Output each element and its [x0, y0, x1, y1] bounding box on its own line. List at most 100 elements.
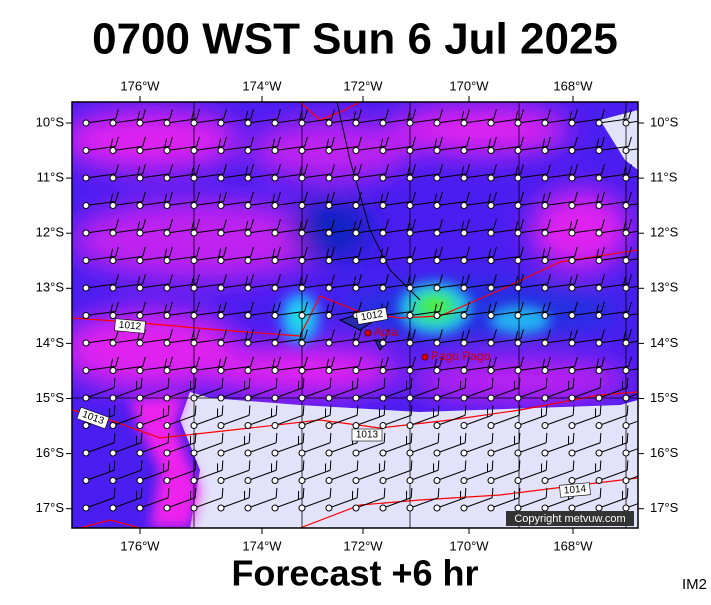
station: [433, 367, 441, 374]
wind-barb: [352, 274, 389, 292]
barb-flag: [140, 460, 143, 471]
wind-barb: [163, 329, 200, 347]
barb-shaft: [112, 145, 143, 151]
station: [622, 257, 630, 264]
station: [379, 174, 387, 182]
barb-flag: [547, 191, 551, 202]
wind-barb: [379, 246, 416, 264]
barb-flag: [518, 432, 521, 443]
barb-shaft: [517, 173, 548, 179]
wind-barb: [136, 109, 173, 127]
barb-shaft: [220, 200, 251, 206]
barb-flag: [137, 221, 141, 230]
barb-flag: [594, 408, 597, 417]
barb-shaft: [409, 442, 439, 454]
barb-flag: [623, 111, 627, 120]
wind-barb: [433, 274, 470, 292]
wind-barb: [136, 191, 173, 209]
barb-flag: [164, 358, 168, 368]
barb-flag: [250, 274, 254, 284]
station: [595, 477, 603, 484]
wind-barb: [136, 219, 173, 237]
barb-shaft: [598, 469, 628, 481]
barb-flag: [250, 109, 254, 119]
lat-label-left: 14°S: [36, 335, 65, 350]
wind-barb: [163, 377, 197, 402]
barb-flag: [654, 137, 659, 146]
barb-flag: [466, 246, 470, 257]
barb-flag: [326, 248, 330, 258]
barb-flag: [461, 331, 465, 340]
lon-label-top: 170°W: [449, 78, 489, 93]
station: [487, 229, 495, 237]
station: [244, 449, 252, 457]
barb-shaft: [274, 173, 305, 179]
barb-flag: [412, 274, 416, 284]
barb-shaft: [598, 200, 629, 206]
wind-barb: [352, 136, 389, 154]
wind-barb: [433, 191, 470, 209]
station: [406, 229, 414, 237]
barb-shaft: [409, 118, 440, 124]
barb-shaft: [139, 283, 170, 289]
barb-flag: [434, 248, 438, 258]
barb-flag: [380, 193, 384, 203]
station: [82, 367, 90, 374]
lon-label-top: 168°W: [553, 78, 593, 93]
wind-barb: [325, 109, 362, 127]
wind-barb: [217, 164, 254, 182]
barb-shaft: [166, 145, 197, 151]
wind-barb: [433, 405, 467, 429]
barb-flag: [142, 246, 146, 257]
barb-shaft: [517, 387, 547, 399]
barb-shaft: [166, 469, 196, 481]
wind-barb: [595, 246, 632, 264]
wind-barb: [82, 219, 119, 237]
barb-shaft: [301, 145, 332, 151]
barb-flag: [515, 276, 519, 285]
barb-flag: [135, 380, 138, 390]
barb-shaft: [301, 338, 332, 344]
station: [163, 147, 171, 154]
barb-shaft: [436, 118, 467, 124]
barb-flag: [439, 301, 443, 312]
barb-shaft: [355, 145, 386, 151]
barb-flag: [358, 191, 362, 202]
wind-barb: [514, 377, 548, 402]
barb-flag: [437, 405, 440, 416]
barb-flag: [299, 276, 303, 285]
station: [298, 174, 306, 182]
lat-label-right: 14°S: [650, 335, 679, 350]
wind-barb: [433, 487, 467, 512]
station: [514, 284, 522, 292]
barb-flag: [142, 109, 146, 119]
wind-barb: [190, 405, 224, 429]
barb-flag: [651, 405, 658, 415]
barb-flag: [218, 303, 222, 313]
station: [379, 339, 387, 347]
barb-flag: [520, 109, 524, 119]
wind-barb: [541, 246, 578, 264]
barb-shaft: [247, 338, 278, 344]
barb-flag: [459, 435, 462, 445]
station: [568, 202, 576, 209]
barb-flag: [650, 194, 654, 202]
station: [514, 312, 522, 319]
barb-flag: [115, 246, 119, 257]
barb-shaft: [112, 255, 143, 261]
barb-flag: [486, 463, 489, 472]
barb-flag: [488, 248, 492, 258]
wind-barb: [217, 460, 251, 484]
barb-shaft: [598, 310, 629, 316]
station: [352, 394, 360, 402]
wind-barb: [190, 460, 224, 484]
station: [271, 367, 279, 374]
barb-shaft: [571, 497, 601, 509]
barb-flag: [243, 380, 246, 390]
station: [487, 202, 495, 209]
wind-barb: [433, 301, 470, 319]
wind-barb: [217, 301, 254, 319]
station: [109, 504, 117, 512]
station: [433, 477, 441, 484]
station: [244, 147, 252, 154]
